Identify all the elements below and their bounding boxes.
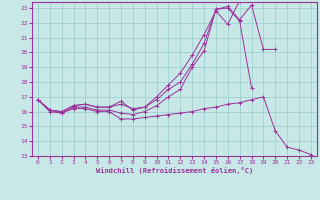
X-axis label: Windchill (Refroidissement éolien,°C): Windchill (Refroidissement éolien,°C) [96, 167, 253, 174]
